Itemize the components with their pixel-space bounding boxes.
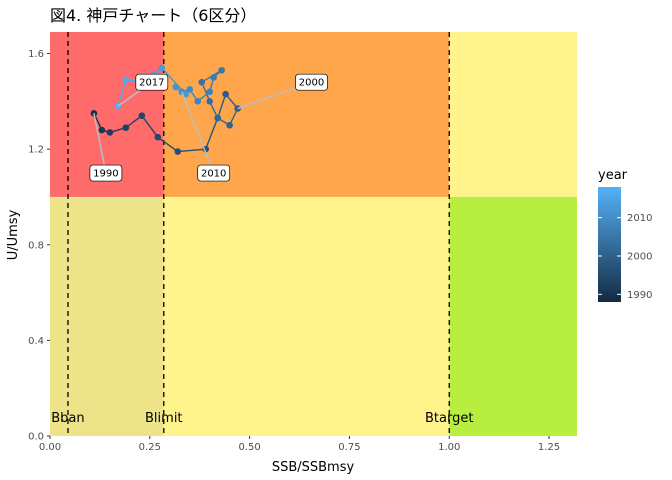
y-tick-label: 0.4: [28, 336, 44, 347]
legend-colorbar: [598, 187, 621, 302]
zone-rect-5: [449, 196, 577, 436]
zone-rect-3: [50, 196, 164, 436]
label-box-2017: [135, 73, 169, 91]
reference-lines: Bban Blimit Btarget: [51, 32, 473, 436]
data-point: [206, 98, 213, 105]
x-tick-label: 0.00: [39, 442, 61, 453]
trajectory-segment: [141, 115, 159, 138]
label-text-2010: 2010: [201, 169, 226, 180]
data-point: [186, 86, 194, 93]
y-tick-label: 0.0: [28, 432, 44, 443]
refline-label-bban: Bban: [51, 411, 84, 426]
label-box-1990: [89, 164, 123, 182]
y-tick-label: 1.6: [28, 49, 44, 60]
x-tick-label: 0.75: [338, 442, 360, 453]
chart-title: 図4. 神戸チャート（6区分）: [50, 6, 256, 25]
data-point: [218, 66, 225, 74]
year-labels: 1990 2000 2010 2017: [89, 73, 328, 182]
trajectory-segment: [201, 81, 211, 102]
x-axis-title: SSB/SSBmsy: [272, 460, 355, 475]
trajectory-segment: [157, 136, 179, 153]
data-point: [174, 148, 182, 155]
refline-label-btarget: Btarget: [425, 411, 473, 426]
zone-layer: [50, 32, 577, 436]
refline-label-blimit: Blimit: [145, 411, 183, 426]
label-box-2010: [197, 164, 231, 182]
legend-tick-label: 2000: [627, 252, 652, 263]
label-box-2000: [295, 73, 328, 91]
legend-tick-label: 2010: [627, 213, 652, 224]
x-tick-label: 0.50: [238, 442, 260, 453]
trajectory-segment: [117, 79, 127, 107]
y-tick-label: 0.8: [28, 240, 44, 251]
data-point: [206, 88, 213, 96]
data-point: [172, 83, 180, 91]
data-point: [154, 133, 162, 141]
x-tick-label: 0.25: [139, 442, 161, 453]
trajectory-segment: [205, 117, 219, 150]
data-point: [226, 121, 233, 129]
data-point: [122, 124, 130, 131]
data-point: [210, 74, 217, 81]
data-point: [214, 114, 221, 122]
y-tick-label: 1.2: [28, 145, 44, 156]
data-point: [138, 112, 146, 119]
data-point: [198, 78, 206, 86]
data-point: [122, 76, 130, 84]
x-tick-label: 1.25: [538, 442, 560, 453]
data-point: [158, 64, 166, 72]
label-leader-1990: [93, 113, 107, 174]
data-point: [90, 109, 98, 117]
label-leader-2010: [181, 91, 215, 174]
data-point: [98, 126, 106, 134]
data-point: [106, 129, 114, 136]
legend-tick-label: 1990: [627, 290, 652, 301]
label-text-1990: 1990: [93, 169, 118, 180]
zone-rect-4: [163, 196, 450, 436]
y-axis-title: U/Umsy: [6, 209, 21, 260]
color-legend: year 1990 2000 2010: [598, 168, 652, 302]
trajectory-segment: [177, 148, 206, 153]
trajectory-segment: [217, 93, 227, 119]
zone-rect-2: [449, 32, 577, 197]
axes: 0.00 0.25 0.50 0.75 1.00 1.25 0.0 0.4 0.8 1.2 1.6: [28, 49, 560, 453]
trajectory-segment: [125, 115, 143, 129]
x-tick-label: 1.00: [438, 442, 460, 453]
data-point: [194, 98, 202, 105]
label-text-2000: 2000: [299, 78, 324, 89]
data-point: [222, 90, 229, 98]
legend-title: year: [598, 168, 628, 183]
label-text-2017: 2017: [139, 78, 164, 89]
